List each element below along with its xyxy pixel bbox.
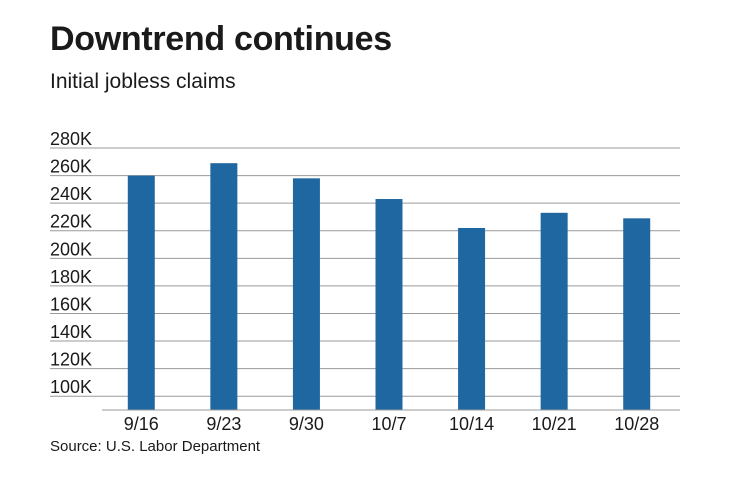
- bar: [292, 178, 320, 410]
- source-note: Source: U.S. Labor Department: [50, 438, 261, 455]
- x-axis-ticks: 9/16 9/23 9/30 10/7 10/14 10/21 10/28: [124, 414, 659, 434]
- y-tick-label: 100K: [50, 377, 92, 397]
- y-tick-label: 200K: [50, 239, 92, 259]
- bar: [540, 212, 568, 410]
- x-tick-label: 10/14: [449, 414, 494, 434]
- y-tick-label: 160K: [50, 294, 92, 314]
- x-tick-label: 9/16: [124, 414, 159, 434]
- y-tick-label: 280K: [50, 129, 92, 149]
- bar: [210, 163, 238, 410]
- bar: [458, 227, 486, 410]
- bar: [127, 175, 155, 410]
- y-tick-label: 140K: [50, 322, 92, 342]
- x-tick-label: 10/28: [614, 414, 659, 434]
- x-tick-label: 9/23: [206, 414, 241, 434]
- chart-subtitle: Initial jobless claims: [50, 70, 236, 93]
- bar: [623, 218, 651, 410]
- chart-title: Downtrend continues: [50, 20, 392, 58]
- x-tick-label: 10/21: [532, 414, 577, 434]
- bar: [375, 199, 403, 410]
- y-axis-ticks: 100K 120K 140K 160K 180K 200K 220K 240K 260K 280K: [50, 129, 92, 397]
- bars: [127, 163, 651, 410]
- y-tick-label: 120K: [50, 350, 92, 370]
- x-tick-label: 10/7: [371, 414, 406, 434]
- y-tick-label: 220K: [50, 212, 92, 232]
- y-tick-label: 180K: [50, 267, 92, 287]
- gridlines: [50, 147, 680, 397]
- x-tick-label: 9/30: [289, 414, 324, 434]
- y-tick-label: 240K: [50, 184, 92, 204]
- y-tick-label: 260K: [50, 157, 92, 177]
